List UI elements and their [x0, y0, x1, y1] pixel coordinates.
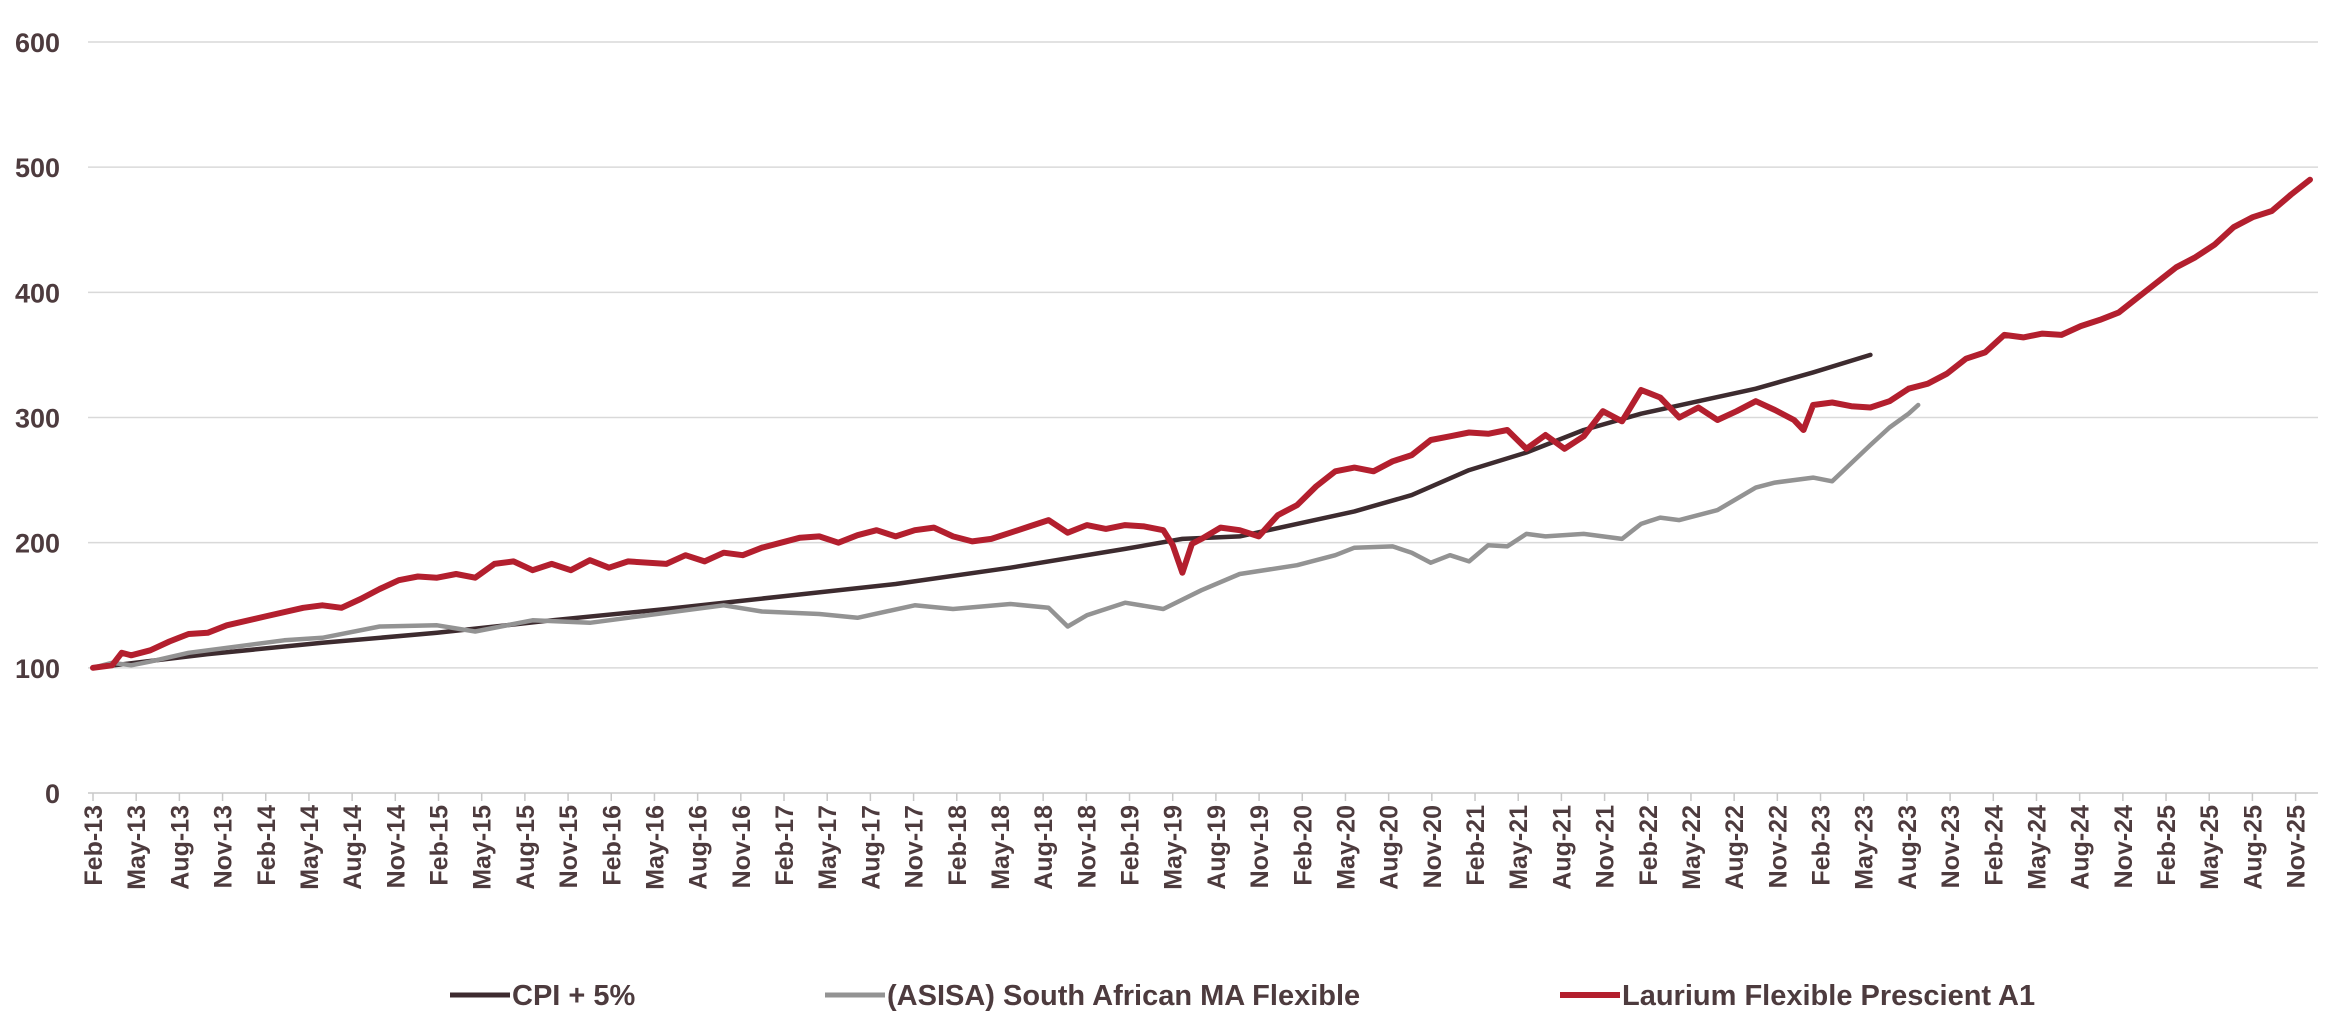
x-tick-label: Nov-21	[1592, 805, 1620, 888]
x-tick-label: May-20	[1332, 805, 1360, 890]
y-tick-label: 100	[15, 654, 60, 684]
x-tick-label: Feb-21	[1462, 805, 1490, 886]
x-tick-label: Feb-18	[944, 805, 972, 886]
x-tick-label: May-15	[469, 805, 497, 890]
x-tick-label: May-23	[1851, 805, 1879, 890]
x-tick-label: Nov-16	[728, 805, 756, 888]
x-tick-label: Feb-20	[1289, 805, 1317, 886]
x-tick-label: Aug-14	[339, 805, 367, 890]
x-tick-label: Aug-17	[857, 805, 885, 890]
x-tick-label: Feb-15	[426, 805, 454, 886]
x-tick-label: May-19	[1160, 805, 1188, 890]
legend-item-1: (ASISA) South African MA Flexible	[825, 980, 1360, 1012]
x-tick-label: Aug-15	[512, 805, 540, 890]
x-tick-label: Feb-16	[598, 805, 626, 886]
x-tick-label: Aug-18	[1030, 805, 1058, 890]
x-tick-label: Aug-16	[685, 805, 713, 890]
legend-item-2: Laurium Flexible Prescient A1	[1560, 980, 2035, 1012]
x-tick-label: Feb-14	[253, 805, 281, 886]
x-tick-label: Nov-14	[382, 805, 410, 888]
x-tick-label: Aug-21	[1548, 805, 1576, 890]
x-tick-label: Aug-25	[2239, 805, 2267, 890]
x-tick-label: Nov-25	[2283, 805, 2311, 888]
series-line-0	[90, 352, 1873, 671]
x-tick-label: Feb-24	[1980, 805, 2008, 886]
gridlines	[88, 41, 2318, 669]
x-tick-label: Aug-13	[166, 805, 194, 890]
x-tick-label: Nov-18	[1073, 805, 1101, 888]
series-line-1	[90, 402, 1921, 671]
x-tick-label: Nov-22	[1764, 805, 1792, 888]
x-tick-label: May-25	[2196, 805, 2224, 890]
y-tick-label: 300	[15, 404, 60, 434]
x-tick-label: May-16	[641, 805, 669, 890]
x-tick-label: Aug-23	[1894, 805, 1922, 890]
x-tick-label: Aug-20	[1376, 805, 1404, 890]
x-tick-label: May-18	[987, 805, 1015, 890]
y-axis: 0 100 200 300 400 500 600	[15, 28, 60, 809]
x-tick-label: Nov-15	[555, 805, 583, 888]
y-tick-label: 0	[45, 779, 60, 809]
x-tick-label: Nov-17	[901, 805, 929, 888]
x-tick-label: Feb-13	[80, 805, 108, 886]
x-tick-label: Nov-19	[1246, 805, 1274, 888]
legend-label: Laurium Flexible Prescient A1	[1622, 980, 2035, 1012]
x-tick-label: May-14	[296, 805, 324, 890]
y-tick-label: 600	[15, 28, 60, 58]
series-line-2	[90, 176, 2313, 671]
x-tick-label: Nov-23	[1937, 805, 1965, 888]
series-lines	[90, 176, 2313, 671]
x-tick-label: Aug-22	[1721, 805, 1749, 890]
x-tick-label: May-13	[123, 805, 151, 890]
legend: CPI + 5% (ASISA) South African MA Flexibl…	[450, 980, 2035, 1012]
x-tick-label: Feb-19	[1117, 805, 1145, 886]
legend-item-0: CPI + 5%	[450, 980, 636, 1012]
x-tick-label: Feb-22	[1635, 805, 1663, 886]
x-tick-label: Nov-24	[2110, 805, 2138, 888]
x-tick-label: May-24	[2023, 805, 2051, 890]
x-tick-label: May-17	[814, 805, 842, 890]
legend-label: CPI + 5%	[512, 980, 636, 1012]
x-tick-label: Aug-24	[2067, 805, 2095, 890]
x-tick-label: Nov-13	[210, 805, 238, 888]
y-tick-label: 200	[15, 529, 60, 559]
x-axis: Feb-13 May-13 Aug-13 Nov-13 Feb-14 May-14 Aug-…	[80, 792, 2318, 890]
y-tick-label: 400	[15, 278, 60, 308]
x-tick-label: May-22	[1678, 805, 1706, 890]
legend-label: (ASISA) South African MA Flexible	[887, 980, 1360, 1012]
x-tick-label: Feb-23	[1808, 805, 1836, 886]
x-tick-label: Feb-17	[771, 805, 799, 886]
x-tick-label: Aug-19	[1203, 805, 1231, 890]
x-tick-label: Feb-25	[2153, 805, 2181, 886]
x-tick-label: Nov-20	[1419, 805, 1447, 888]
x-tick-label: May-21	[1505, 805, 1533, 890]
y-tick-label: 500	[15, 153, 60, 183]
